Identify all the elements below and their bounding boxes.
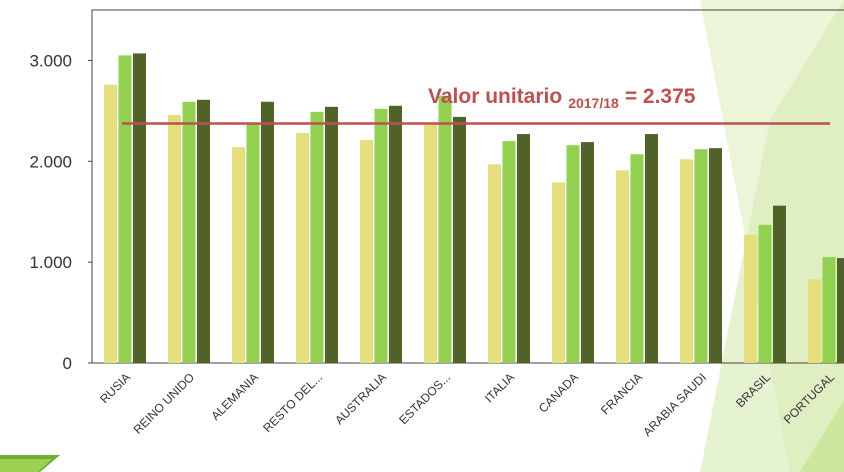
bar: [232, 147, 245, 363]
x-tick-label: FRANCIA: [598, 370, 645, 417]
bar: [246, 122, 260, 364]
bar: [709, 148, 722, 363]
bar: [581, 142, 594, 363]
y-tick-label: 3.000: [29, 51, 72, 70]
x-tick-label: CANADA: [536, 370, 581, 415]
bar: [168, 114, 181, 364]
x-tick-label: ITALIA: [482, 370, 517, 405]
y-tick-label: 2.000: [29, 152, 72, 171]
decoration: [0, 459, 52, 472]
x-tick-label: RESTO DEL...: [260, 370, 325, 435]
bar: [837, 258, 844, 363]
bar: [630, 154, 644, 363]
bar: [296, 133, 309, 363]
bar: [616, 170, 629, 363]
bar: [197, 99, 210, 364]
bar: [310, 111, 324, 363]
bar: [374, 108, 388, 363]
x-tick-label: ESTADOS...: [396, 370, 453, 427]
x-tick-label: ALEMANIA: [208, 370, 261, 423]
bar: [502, 141, 516, 363]
bar: [360, 140, 373, 363]
bar: [758, 224, 772, 363]
x-tick-label: REINO UNIDO: [131, 370, 197, 436]
bar: [773, 205, 786, 363]
bar: [438, 95, 452, 363]
reference-label: Valor unitario 2017/18 = 2.375: [428, 85, 696, 111]
bars: [104, 53, 844, 364]
reference-label-part: 2017/18: [568, 95, 619, 111]
bar: [453, 116, 466, 363]
bar: [645, 134, 658, 363]
bar: [694, 149, 708, 363]
bar: [488, 164, 501, 363]
x-tick-label: AUSTRALIA: [332, 370, 389, 427]
bar: [744, 234, 757, 363]
bar: [517, 134, 530, 363]
bar: [566, 145, 580, 363]
bar: [808, 279, 821, 363]
plot-frame: [91, 9, 844, 364]
bar: [552, 182, 565, 363]
y-tick-label: 0: [63, 354, 72, 373]
bar: [822, 257, 836, 363]
bar: [182, 101, 196, 363]
reference-label-part: = 2.375: [625, 85, 696, 108]
decoration: [800, 400, 844, 472]
bar: [424, 122, 437, 364]
bar: [104, 84, 117, 364]
reference-label-part: Valor unitario: [428, 85, 562, 108]
x-tick-label: ARABIA SAUDI: [640, 370, 709, 439]
bar: [325, 106, 338, 363]
bar: [118, 55, 132, 364]
bar: [680, 159, 693, 363]
bar: [133, 53, 146, 364]
bar: [261, 101, 274, 363]
bar: [389, 105, 402, 364]
y-tick-label: 1.000: [29, 253, 72, 272]
x-tick-label: RUSIA: [97, 370, 133, 406]
